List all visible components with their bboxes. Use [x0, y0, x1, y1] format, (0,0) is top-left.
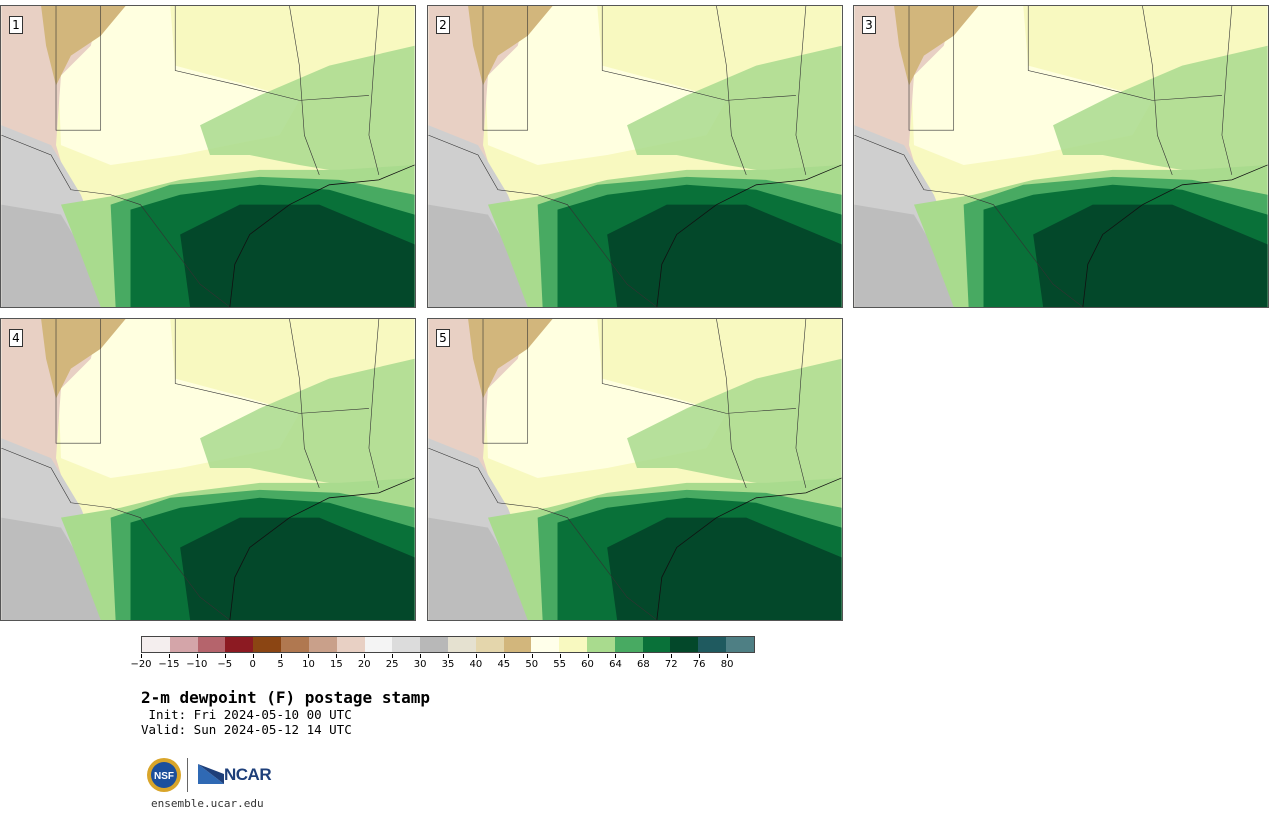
colorbar-tick	[699, 654, 701, 658]
colorbar-tick	[727, 654, 729, 658]
colorbar-tick-label: 15	[329, 659, 343, 670]
valid-time: Valid: Sun 2024-05-12 14 UTC	[141, 722, 352, 737]
colorbar-tick-label: 76	[692, 659, 706, 670]
colorbar-tick	[196, 654, 198, 658]
colorbar-tick	[224, 654, 226, 658]
colorbar-tick	[252, 654, 254, 658]
colorbar-swatch	[308, 637, 337, 652]
colorbar-tick-label: 0	[249, 659, 256, 670]
nsf-logo: NSF	[147, 758, 181, 792]
map-panel-4: 4	[0, 318, 416, 621]
map-panel-5: 5	[427, 318, 843, 621]
colorbar-tick-label: −15	[158, 659, 180, 670]
logos: NSF NCAR	[145, 756, 285, 796]
dewpoint-map	[1, 319, 415, 620]
colorbar-tick-label: 10	[302, 659, 315, 670]
colorbar-swatch	[197, 637, 226, 652]
colorbar-tick-label: 50	[525, 659, 539, 670]
colorbar-tick	[420, 654, 422, 658]
colorbar-tick-label: −5	[217, 659, 233, 670]
colorbar-tick	[503, 654, 505, 658]
map-panel-2: 2	[427, 5, 843, 308]
panel-label: 1	[9, 16, 23, 34]
ncar-logo-mark	[198, 764, 224, 784]
colorbar-tick	[141, 654, 142, 658]
colorbar-tick	[308, 654, 310, 658]
colorbar-ticks: −20 −15 −10 −5 0 5 10 15 20 25 30 35 40 45 50 55 60 64 68 7…	[130, 654, 755, 674]
colorbar-tick	[671, 654, 673, 658]
colorbar-tick-label: 64	[609, 659, 622, 670]
dewpoint-map	[428, 319, 842, 620]
colorbar-tick-label: −10	[186, 659, 208, 670]
colorbar-tick-label: 35	[441, 659, 455, 670]
dewpoint-map	[1, 6, 415, 307]
colorbar-tick-label: 30	[413, 659, 427, 670]
colorbar-tick-label: 72	[664, 659, 678, 670]
colorbar-swatch	[142, 637, 170, 652]
colorbar-swatch	[392, 637, 421, 652]
site-url: ensemble.ucar.edu	[151, 797, 264, 810]
colorbar-tick	[168, 654, 170, 658]
colorbar-swatch	[614, 637, 643, 652]
colorbar	[141, 636, 755, 653]
colorbar-swatch	[670, 637, 699, 652]
map-panel-3: 3	[853, 5, 1269, 308]
colorbar-swatch	[726, 637, 754, 652]
colorbar-swatch	[364, 637, 393, 652]
dewpoint-map	[428, 6, 842, 307]
nsf-logo-text: NSF	[154, 771, 174, 782]
colorbar-tick	[392, 654, 394, 658]
dewpoint-map	[854, 6, 1268, 307]
init-time: Init: Fri 2024-05-10 00 UTC	[141, 707, 352, 722]
colorbar-swatch	[169, 637, 198, 652]
colorbar-swatch	[698, 637, 727, 652]
colorbar-tick-label: 25	[385, 659, 399, 670]
colorbar-swatch	[587, 637, 615, 652]
colorbar-tick-label: 5	[277, 659, 284, 670]
colorbar-tick	[559, 654, 561, 658]
colorbar-swatch	[503, 637, 532, 652]
page-title: 2-m dewpoint (F) postage stamp	[141, 688, 430, 707]
colorbar-tick	[280, 654, 282, 658]
colorbar-swatch	[447, 637, 476, 652]
colorbar-tick-label: 45	[497, 659, 511, 670]
ncar-logo-text: NCAR	[224, 765, 272, 784]
colorbar-tick-label: 55	[553, 659, 566, 670]
panel-label: 2	[436, 16, 450, 34]
colorbar-tick-label: 68	[636, 659, 650, 670]
colorbar-tick-label: −20	[130, 659, 152, 670]
logo-divider	[187, 758, 188, 792]
colorbar-swatch	[642, 637, 671, 652]
colorbar-tick	[336, 654, 338, 658]
panel-label: 3	[862, 16, 876, 34]
colorbar-tick	[475, 654, 477, 658]
colorbar-swatch	[531, 637, 560, 652]
colorbar-swatch	[420, 637, 448, 652]
colorbar-swatch	[475, 637, 504, 652]
colorbar-tick	[643, 654, 645, 658]
colorbar-tick	[364, 654, 366, 658]
colorbar-tick-label: 60	[581, 659, 594, 670]
colorbar-swatch	[253, 637, 282, 652]
panel-label: 4	[9, 329, 23, 347]
colorbar-tick	[587, 654, 589, 658]
colorbar-tick	[448, 654, 449, 658]
colorbar-tick-label: 80	[720, 659, 734, 670]
colorbar-tick	[531, 654, 533, 658]
colorbar-swatch	[281, 637, 309, 652]
panel-label: 5	[436, 329, 450, 347]
colorbar-swatch	[336, 637, 365, 652]
colorbar-tick-label: 40	[469, 659, 483, 670]
map-panel-1: 1	[0, 5, 416, 308]
colorbar-swatch	[559, 637, 587, 652]
colorbar-swatch	[225, 637, 254, 652]
colorbar-tick-label: 20	[357, 659, 371, 670]
colorbar-tick	[615, 654, 617, 658]
